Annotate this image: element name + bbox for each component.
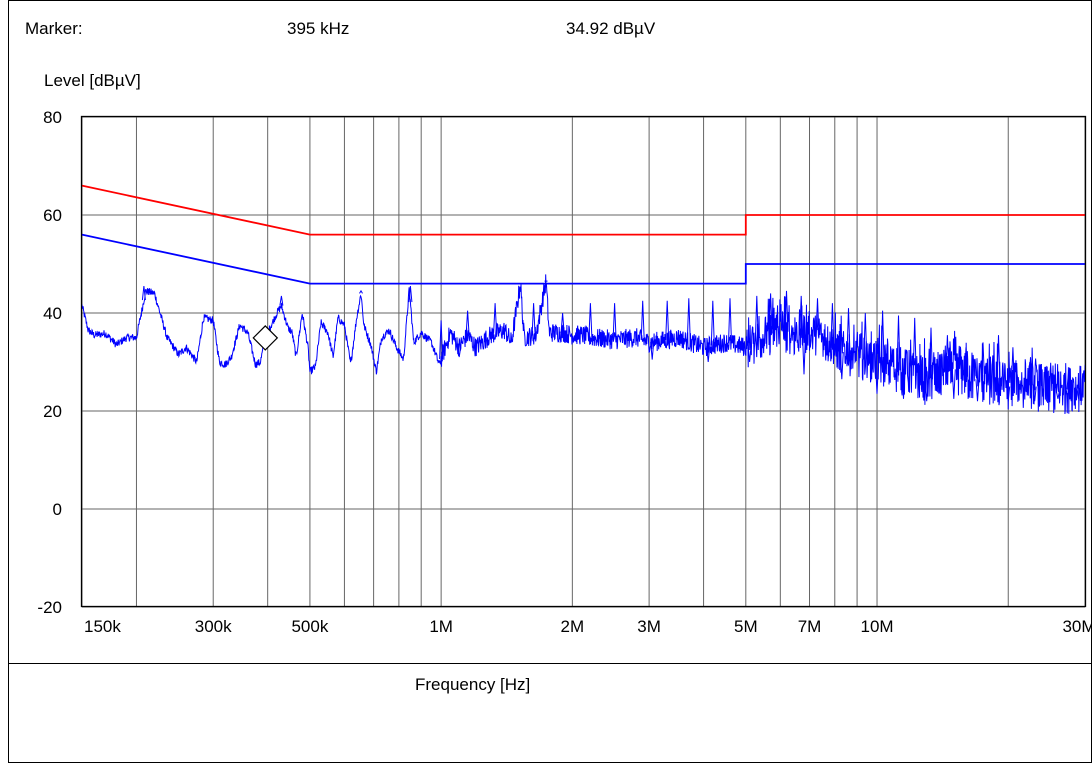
x-tick-label: 7M: [798, 617, 822, 636]
trace-peak: [588, 303, 593, 338]
x-tick-label: 1M: [429, 617, 453, 636]
trace-dip: [901, 371, 906, 399]
trace-peak: [846, 308, 851, 355]
trace-dip: [975, 379, 980, 402]
trace-dip: [924, 381, 929, 402]
y-tick-label: 60: [43, 206, 62, 225]
trace-peak: [996, 335, 1001, 385]
trace-peak: [408, 285, 413, 303]
marker-level: 34.92 dBµV: [566, 19, 656, 38]
y-tick-label: 20: [43, 402, 62, 421]
trace-dip: [1076, 388, 1081, 399]
trace-peak: [863, 312, 868, 360]
trace-peak: [1048, 366, 1053, 391]
trace-peak: [768, 293, 773, 334]
trace-peak: [359, 289, 363, 294]
trace-dip: [802, 334, 806, 375]
marker-symbol: [252, 325, 279, 351]
trace-peak: [640, 300, 645, 341]
trace-peak: [531, 303, 536, 336]
trace-peak: [964, 347, 968, 377]
trace-peak: [880, 310, 885, 365]
measurement-trace: [81, 274, 1086, 415]
y-tick-labels: 80 60 40 20 0 -20: [37, 108, 62, 617]
x-tick-label: 3M: [637, 617, 661, 636]
trace-peak: [612, 303, 617, 341]
trace-peak: [754, 295, 759, 342]
x-tick-label: 10M: [860, 617, 893, 636]
trace-peak: [945, 335, 950, 372]
trace-peak: [560, 312, 565, 333]
trace-dip: [457, 347, 462, 358]
limit-lines: [81, 184, 1085, 285]
trace-peak: [815, 298, 820, 338]
x-tick-label: 500k: [291, 617, 328, 636]
trace-peak: [728, 298, 732, 344]
trace-dip: [747, 345, 752, 363]
trace-peak: [279, 295, 284, 306]
trace-dip: [951, 369, 956, 399]
trace-peak: [686, 298, 691, 342]
trace-peak: [1028, 357, 1033, 386]
y-tick-label: 40: [43, 304, 62, 323]
trace-peak: [439, 320, 444, 360]
trace-peak: [981, 342, 985, 381]
trace-peak: [912, 317, 917, 376]
trace-peak: [799, 295, 804, 336]
x-tick-label: 5M: [734, 617, 758, 636]
y-axis-label: Level [dBµV]: [44, 71, 141, 90]
trace-dip: [1055, 391, 1060, 399]
trace-peak: [1066, 371, 1071, 390]
trace-peak: [665, 300, 670, 341]
x-axis-label: Frequency [Hz]: [415, 675, 530, 694]
y-tick-label: 80: [43, 108, 62, 127]
trace-line: [81, 274, 1086, 415]
trace-dip: [650, 341, 655, 360]
limit-line: [81, 233, 1085, 285]
trace-dip: [1006, 386, 1011, 402]
trace-peak: [465, 310, 470, 336]
marker-diamond: [252, 325, 279, 351]
marker-label: Marker:: [25, 19, 83, 38]
x-tick-label: 300k: [195, 617, 232, 636]
x-tick-label: 150k: [84, 617, 121, 636]
marker-frequency: 395 kHz: [287, 19, 349, 38]
trace-peak: [493, 303, 498, 334]
trace-peak: [141, 285, 146, 301]
trace-dip: [1032, 386, 1037, 402]
x-tick-label: 30M: [1062, 617, 1092, 636]
x-tick-labels: 150k 300k 500k 1M 2M 3M 5M 7M 10M 30M: [84, 617, 1092, 636]
trace-peak: [929, 327, 933, 380]
trace-dip: [839, 351, 844, 380]
y-tick-label: -20: [37, 598, 62, 617]
trace-dip: [706, 346, 711, 363]
trace-dip: [875, 361, 879, 394]
trace-peak: [1010, 347, 1015, 386]
x-tick-label: 2M: [561, 617, 585, 636]
trace-peak: [830, 303, 835, 348]
trace-peak: [896, 315, 901, 371]
trace-peak: [784, 290, 789, 332]
trace-peak: [710, 300, 715, 346]
limit-line: [81, 184, 1085, 236]
y-tick-label: 0: [53, 500, 62, 519]
